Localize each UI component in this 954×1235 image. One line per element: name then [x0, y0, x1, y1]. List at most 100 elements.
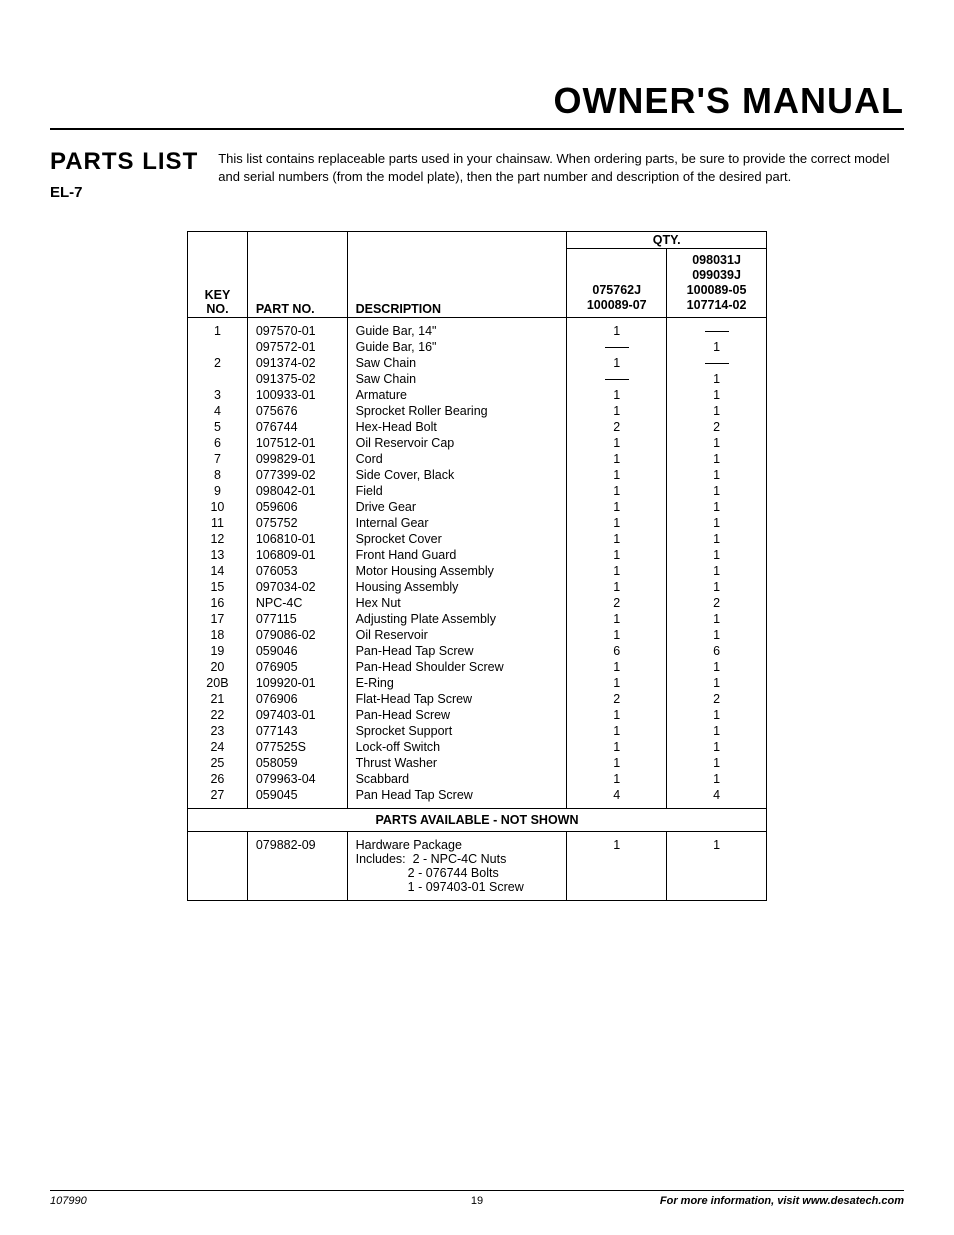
cell-desc: Adjusting Plate Assembly	[347, 611, 567, 627]
table-row: 12106810-01Sprocket Cover11	[188, 531, 767, 547]
cell-key	[188, 371, 248, 387]
table-row: 19059046Pan-Head Tap Screw66	[188, 643, 767, 659]
cell-q2: 2	[667, 419, 767, 435]
cell-key: 17	[188, 611, 248, 627]
cell-q1: 1	[567, 435, 667, 451]
hw-part: 079882-09	[247, 832, 347, 901]
cell-key: 27	[188, 787, 248, 809]
cell-q2: 1	[667, 403, 767, 419]
table-row: 13106809-01Front Hand Guard11	[188, 547, 767, 563]
cell-desc: Pan Head Tap Screw	[347, 787, 567, 809]
cell-q1: 1	[567, 723, 667, 739]
cell-q2	[667, 355, 767, 371]
cell-q2: 6	[667, 643, 767, 659]
cell-q2: 1	[667, 707, 767, 723]
not-shown-title: PARTS AVAILABLE - NOT SHOWN	[188, 809, 767, 832]
cell-q1: 1	[567, 771, 667, 787]
intro-paragraph: This list contains replaceable parts use…	[218, 150, 904, 185]
cell-desc: Hex-Head Bolt	[347, 419, 567, 435]
table-row: 21076906Flat-Head Tap Screw22	[188, 691, 767, 707]
cell-key: 20B	[188, 675, 248, 691]
table-row: 6107512-01Oil Reservoir Cap11	[188, 435, 767, 451]
cell-key: 15	[188, 579, 248, 595]
cell-part: 058059	[247, 755, 347, 771]
cell-part: 059046	[247, 643, 347, 659]
hw-line3: 2 - 076744 Bolts	[356, 866, 559, 880]
cell-desc: E-Ring	[347, 675, 567, 691]
cell-part: 059045	[247, 787, 347, 809]
hw-q2: 1	[667, 832, 767, 901]
cell-part: 097572-01	[247, 339, 347, 355]
cell-q1: 6	[567, 643, 667, 659]
table-row: 091375-02Saw Chain1	[188, 371, 767, 387]
cell-desc: Saw Chain	[347, 371, 567, 387]
cell-q1	[567, 339, 667, 355]
cell-part: 098042-01	[247, 483, 347, 499]
cell-q2: 1	[667, 739, 767, 755]
header-qty-col1: 075762J 100089-07	[567, 249, 667, 318]
cell-part: 106809-01	[247, 547, 347, 563]
cell-desc: Oil Reservoir	[347, 627, 567, 643]
cell-q2: 1	[667, 611, 767, 627]
table-row: 15097034-02Housing Assembly11	[188, 579, 767, 595]
cell-q1: 1	[567, 707, 667, 723]
document-title: OWNER'S MANUAL	[50, 80, 904, 122]
cell-desc: Internal Gear	[347, 515, 567, 531]
cell-q2: 2	[667, 691, 767, 707]
cell-q1: 1	[567, 659, 667, 675]
cell-q2: 1	[667, 579, 767, 595]
cell-part: NPC-4C	[247, 595, 347, 611]
cell-q1: 1	[567, 387, 667, 403]
table-row: 20B109920-01E-Ring11	[188, 675, 767, 691]
cell-key: 9	[188, 483, 248, 499]
cell-key: 11	[188, 515, 248, 531]
table-row: 1097570-01Guide Bar, 14"1	[188, 318, 767, 340]
cell-desc: Hex Nut	[347, 595, 567, 611]
cell-desc: Side Cover, Black	[347, 467, 567, 483]
cell-q1: 1	[567, 515, 667, 531]
cell-q2: 1	[667, 451, 767, 467]
footer-doc-number: 107990	[50, 1195, 87, 1207]
cell-desc: Pan-Head Screw	[347, 707, 567, 723]
cell-part: 077143	[247, 723, 347, 739]
title-rule	[50, 128, 904, 130]
header-part-no: PART NO.	[247, 232, 347, 318]
cell-q2: 4	[667, 787, 767, 809]
cell-part: 099829-01	[247, 451, 347, 467]
cell-desc: Guide Bar, 16"	[347, 339, 567, 355]
cell-key: 3	[188, 387, 248, 403]
table-row: 26079963-04Scabbard11	[188, 771, 767, 787]
cell-desc: Scabbard	[347, 771, 567, 787]
parts-table: KEY NO. PART NO. DESCRIPTION QTY. 075762…	[187, 231, 767, 901]
header-description: DESCRIPTION	[347, 232, 567, 318]
page-footer: 107990 19 For more information, visit ww…	[50, 1190, 904, 1207]
table-row: 24077525SLock-off Switch11	[188, 739, 767, 755]
cell-desc: Oil Reservoir Cap	[347, 435, 567, 451]
table-row: 16NPC-4CHex Nut22	[188, 595, 767, 611]
cell-q2: 1	[667, 563, 767, 579]
cell-part: 077525S	[247, 739, 347, 755]
hw-desc: Hardware Package Includes: 2 - NPC-4C Nu…	[347, 832, 567, 901]
cell-q1: 2	[567, 691, 667, 707]
cell-part: 106810-01	[247, 531, 347, 547]
table-row: 097572-01Guide Bar, 16"1	[188, 339, 767, 355]
cell-q1: 4	[567, 787, 667, 809]
table-row: 23077143Sprocket Support11	[188, 723, 767, 739]
cell-key: 6	[188, 435, 248, 451]
cell-q2: 1	[667, 771, 767, 787]
cell-key: 26	[188, 771, 248, 787]
cell-part: 109920-01	[247, 675, 347, 691]
cell-q2: 1	[667, 755, 767, 771]
cell-key: 5	[188, 419, 248, 435]
cell-part: 097570-01	[247, 318, 347, 340]
cell-q1: 2	[567, 419, 667, 435]
cell-key: 20	[188, 659, 248, 675]
cell-q2: 1	[667, 547, 767, 563]
cell-desc: Lock-off Switch	[347, 739, 567, 755]
cell-part: 107512-01	[247, 435, 347, 451]
cell-q2: 1	[667, 675, 767, 691]
cell-q2: 1	[667, 387, 767, 403]
hw-key	[188, 832, 248, 901]
cell-part: 079086-02	[247, 627, 347, 643]
cell-part: 097403-01	[247, 707, 347, 723]
